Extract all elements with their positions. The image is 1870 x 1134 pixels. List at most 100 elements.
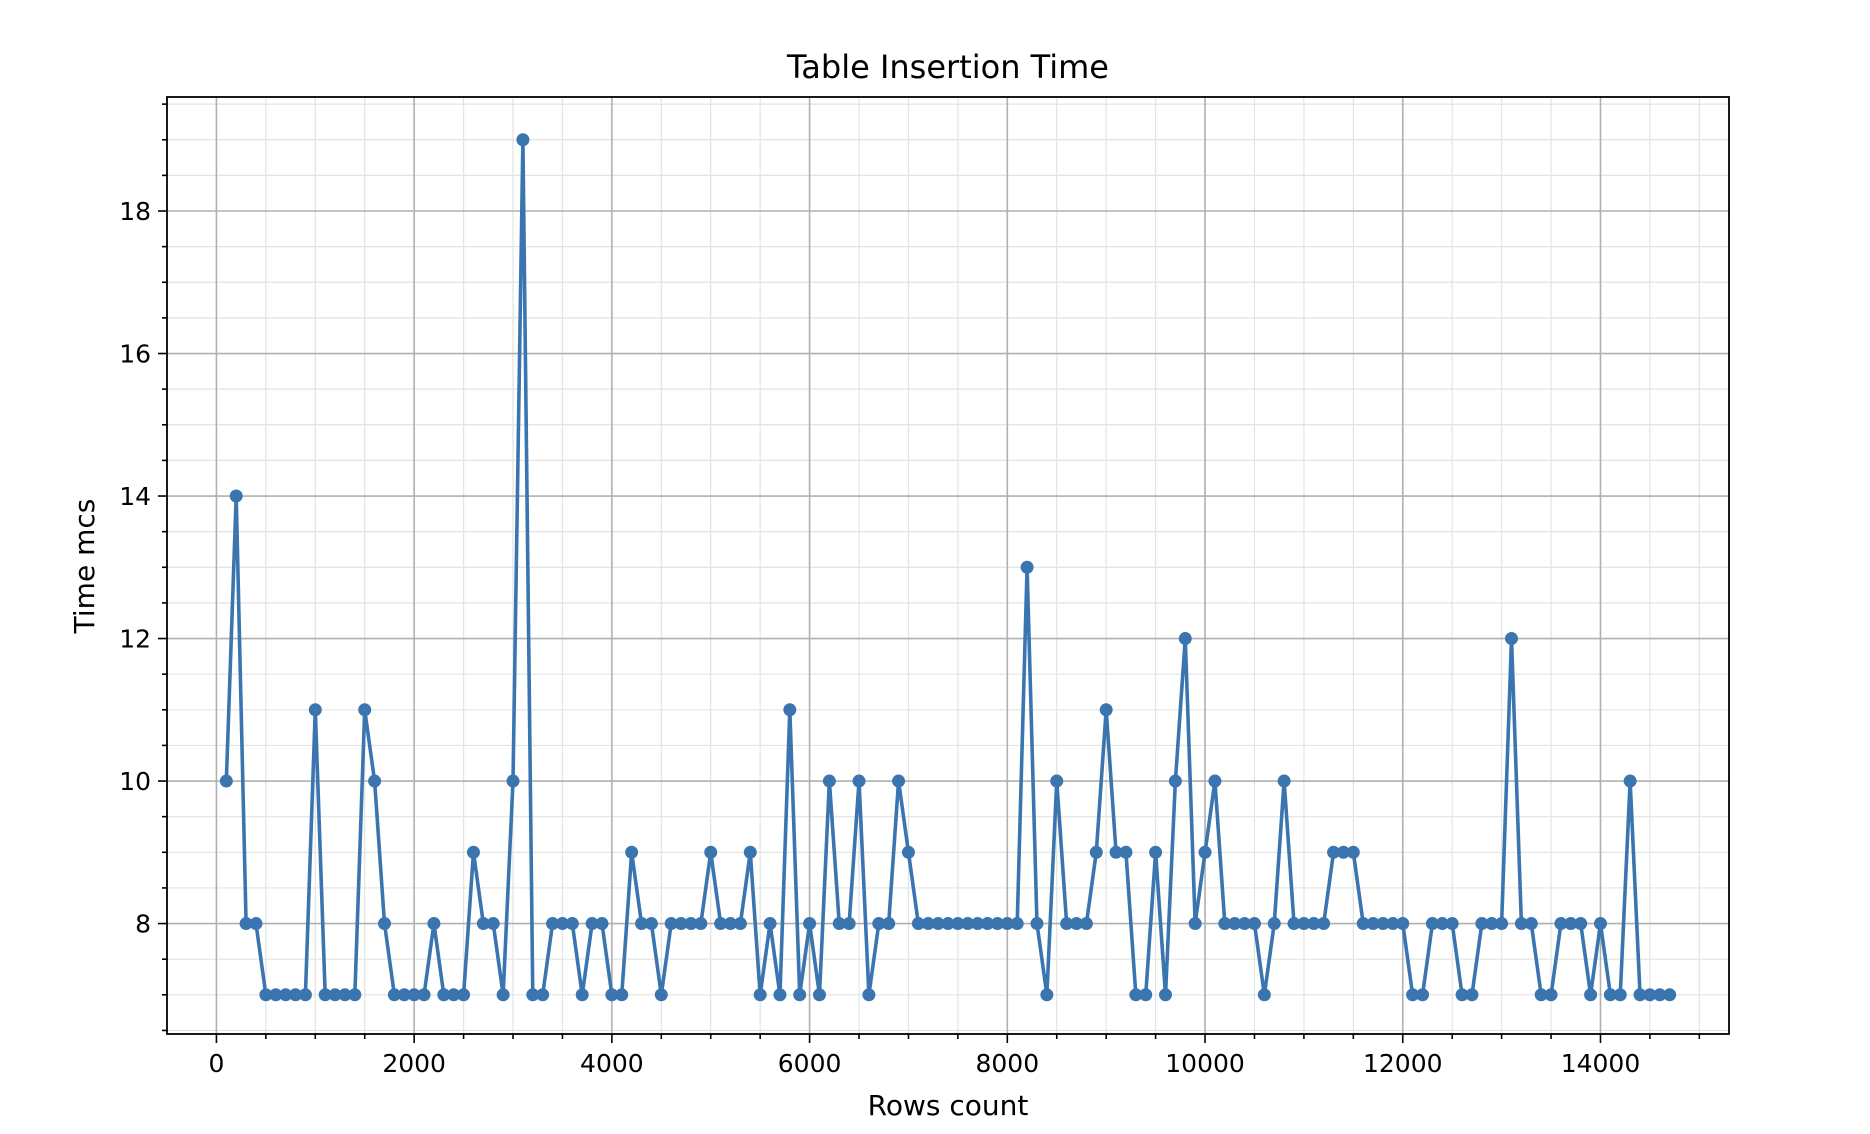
data-point — [298, 988, 312, 1002]
data-point — [931, 917, 945, 931]
data-point — [1010, 917, 1024, 931]
data-point — [1060, 917, 1074, 931]
data-point — [625, 845, 639, 859]
data-point — [733, 917, 747, 931]
data-point — [1070, 917, 1084, 931]
data-point — [496, 988, 510, 1002]
data-point — [1386, 917, 1400, 931]
data-point — [892, 774, 906, 788]
data-point — [516, 133, 530, 147]
data-point — [575, 988, 589, 1002]
data-point — [822, 774, 836, 788]
data-point — [457, 988, 471, 1002]
data-point — [1613, 988, 1627, 1002]
y-tick-label: 14 — [119, 482, 151, 511]
data-point — [289, 988, 303, 1002]
data-point — [368, 774, 382, 788]
data-point — [1208, 774, 1222, 788]
data-point — [842, 917, 856, 931]
data-point — [447, 988, 461, 1002]
data-point — [1158, 988, 1172, 1002]
data-point — [377, 917, 391, 931]
y-tick-label: 10 — [119, 767, 151, 796]
data-point — [812, 988, 826, 1002]
data-point — [595, 917, 609, 931]
data-point — [486, 917, 500, 931]
data-point — [1465, 988, 1479, 1002]
x-tick-label: 8000 — [976, 1049, 1040, 1078]
data-point — [901, 845, 915, 859]
x-tick-label: 6000 — [778, 1049, 842, 1078]
data-point — [615, 988, 629, 1002]
data-point — [635, 917, 649, 931]
data-point — [1623, 774, 1637, 788]
data-point — [1495, 917, 1509, 931]
data-point — [971, 917, 985, 931]
data-point — [793, 988, 807, 1002]
y-tick-label: 18 — [119, 197, 151, 226]
data-point — [249, 917, 263, 931]
data-point — [1247, 917, 1261, 931]
data-point — [1129, 988, 1143, 1002]
data-point — [941, 917, 955, 931]
data-point — [872, 917, 886, 931]
data-point — [1376, 917, 1390, 931]
plot-frame — [166, 96, 1730, 1035]
data-point — [852, 774, 866, 788]
data-point — [753, 988, 767, 1002]
y-axis-label: Time mcs — [68, 499, 101, 635]
data-point — [1505, 632, 1519, 646]
data-point — [555, 917, 569, 931]
x-axis-label: Rows count — [868, 1089, 1029, 1122]
data-point — [1366, 917, 1380, 931]
data-point — [981, 917, 995, 931]
data-point — [269, 988, 283, 1002]
data-point — [397, 988, 411, 1002]
data-point — [1119, 845, 1133, 859]
data-point — [1524, 917, 1538, 931]
data-point — [1653, 988, 1667, 1002]
data-point — [1603, 988, 1617, 1002]
x-tick-label: 10000 — [1165, 1049, 1245, 1078]
data-point — [1188, 917, 1202, 931]
data-point — [1396, 917, 1410, 931]
data-point — [1593, 917, 1607, 931]
data-point — [1139, 988, 1153, 1002]
data-point — [1030, 917, 1044, 931]
data-point — [1000, 917, 1014, 931]
data-point — [1218, 917, 1232, 931]
data-point — [1544, 988, 1558, 1002]
data-point — [1168, 774, 1182, 788]
data-point — [1633, 988, 1647, 1002]
data-point — [476, 917, 490, 931]
data-point — [466, 845, 480, 859]
data-point — [803, 917, 817, 931]
data-point — [990, 917, 1004, 931]
data-point — [773, 988, 787, 1002]
x-tick-label: 14000 — [1561, 1049, 1641, 1078]
data-point — [1089, 845, 1103, 859]
data-point — [1099, 703, 1113, 717]
data-point — [911, 917, 925, 931]
data-point — [546, 917, 560, 931]
data-point — [506, 774, 520, 788]
data-point — [229, 489, 243, 503]
data-point — [358, 703, 372, 717]
data-point — [961, 917, 975, 931]
data-point — [1564, 917, 1578, 931]
data-point — [1643, 988, 1657, 1002]
data-point — [1297, 917, 1311, 931]
data-point — [1425, 917, 1439, 931]
data-point — [1475, 917, 1489, 931]
data-point — [1336, 845, 1350, 859]
y-tick-label: 16 — [119, 340, 151, 369]
data-point — [1307, 917, 1321, 931]
data-point — [536, 988, 550, 1002]
data-point — [1238, 917, 1252, 931]
data-point — [1574, 917, 1588, 931]
data-point — [1277, 774, 1291, 788]
data-point — [348, 988, 362, 1002]
data-point — [1455, 988, 1469, 1002]
data-point — [724, 917, 738, 931]
